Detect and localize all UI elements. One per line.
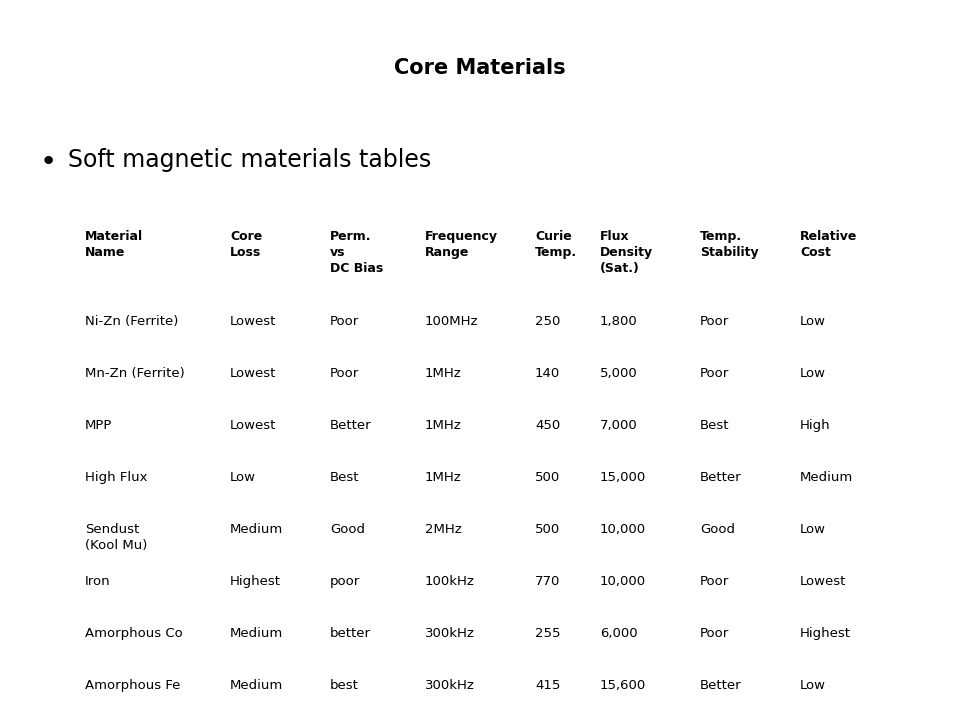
Text: Poor: Poor <box>700 575 730 588</box>
Text: Best: Best <box>700 419 730 432</box>
Text: 300kHz: 300kHz <box>425 627 475 640</box>
Text: Soft magnetic materials tables: Soft magnetic materials tables <box>68 148 431 172</box>
Text: Sendust
(Kool Mu): Sendust (Kool Mu) <box>85 523 148 552</box>
Text: better: better <box>330 627 371 640</box>
Text: Relative
Cost: Relative Cost <box>800 230 857 259</box>
Text: Highest: Highest <box>800 627 851 640</box>
Text: 255: 255 <box>535 627 561 640</box>
Text: Flux
Density
(Sat.): Flux Density (Sat.) <box>600 230 653 275</box>
Text: 250: 250 <box>535 315 561 328</box>
Text: High: High <box>800 419 830 432</box>
Text: 770: 770 <box>535 575 561 588</box>
Text: 1,800: 1,800 <box>600 315 637 328</box>
Text: Frequency
Range: Frequency Range <box>425 230 498 259</box>
Text: Ni-Zn (Ferrite): Ni-Zn (Ferrite) <box>85 315 179 328</box>
Text: Highest: Highest <box>230 575 281 588</box>
Text: Lowest: Lowest <box>230 419 276 432</box>
Text: Amorphous Co: Amorphous Co <box>85 627 182 640</box>
Text: Best: Best <box>330 471 359 484</box>
Text: MPP: MPP <box>85 419 112 432</box>
Text: 415: 415 <box>535 679 561 692</box>
Text: Amorphous Fe: Amorphous Fe <box>85 679 180 692</box>
Text: Poor: Poor <box>330 315 359 328</box>
Text: 6,000: 6,000 <box>600 627 637 640</box>
Text: 10,000: 10,000 <box>600 523 646 536</box>
Text: Core
Loss: Core Loss <box>230 230 262 259</box>
Text: poor: poor <box>330 575 360 588</box>
Text: Better: Better <box>330 419 372 432</box>
Text: Poor: Poor <box>700 627 730 640</box>
Text: 100kHz: 100kHz <box>425 575 475 588</box>
Text: 1MHz: 1MHz <box>425 471 462 484</box>
Text: Poor: Poor <box>330 367 359 380</box>
Text: Better: Better <box>700 679 742 692</box>
Text: Medium: Medium <box>230 679 283 692</box>
Text: Good: Good <box>330 523 365 536</box>
Text: 10,000: 10,000 <box>600 575 646 588</box>
Text: 15,600: 15,600 <box>600 679 646 692</box>
Text: Lowest: Lowest <box>230 367 276 380</box>
Text: 140: 140 <box>535 367 561 380</box>
Text: 2MHz: 2MHz <box>425 523 462 536</box>
Text: 7,000: 7,000 <box>600 419 637 432</box>
Text: 1MHz: 1MHz <box>425 419 462 432</box>
Text: Medium: Medium <box>230 627 283 640</box>
Text: Low: Low <box>800 523 826 536</box>
Text: Low: Low <box>230 471 256 484</box>
Text: Temp.
Stability: Temp. Stability <box>700 230 758 259</box>
Text: 500: 500 <box>535 523 561 536</box>
Text: 100MHz: 100MHz <box>425 315 478 328</box>
Text: 15,000: 15,000 <box>600 471 646 484</box>
Text: High Flux: High Flux <box>85 471 148 484</box>
Text: Mn-Zn (Ferrite): Mn-Zn (Ferrite) <box>85 367 184 380</box>
Text: Poor: Poor <box>700 367 730 380</box>
Text: Perm.
vs
DC Bias: Perm. vs DC Bias <box>330 230 383 275</box>
Text: 1MHz: 1MHz <box>425 367 462 380</box>
Text: Curie
Temp.: Curie Temp. <box>535 230 577 259</box>
Text: •: • <box>40 148 58 176</box>
Text: Low: Low <box>800 315 826 328</box>
Text: Low: Low <box>800 679 826 692</box>
Text: Material
Name: Material Name <box>85 230 143 259</box>
Text: 450: 450 <box>535 419 561 432</box>
Text: Lowest: Lowest <box>230 315 276 328</box>
Text: Core Materials: Core Materials <box>395 58 565 78</box>
Text: 5,000: 5,000 <box>600 367 637 380</box>
Text: Iron: Iron <box>85 575 110 588</box>
Text: 300kHz: 300kHz <box>425 679 475 692</box>
Text: Lowest: Lowest <box>800 575 847 588</box>
Text: Medium: Medium <box>230 523 283 536</box>
Text: 500: 500 <box>535 471 561 484</box>
Text: Poor: Poor <box>700 315 730 328</box>
Text: Low: Low <box>800 367 826 380</box>
Text: best: best <box>330 679 359 692</box>
Text: Better: Better <box>700 471 742 484</box>
Text: Good: Good <box>700 523 735 536</box>
Text: Medium: Medium <box>800 471 853 484</box>
